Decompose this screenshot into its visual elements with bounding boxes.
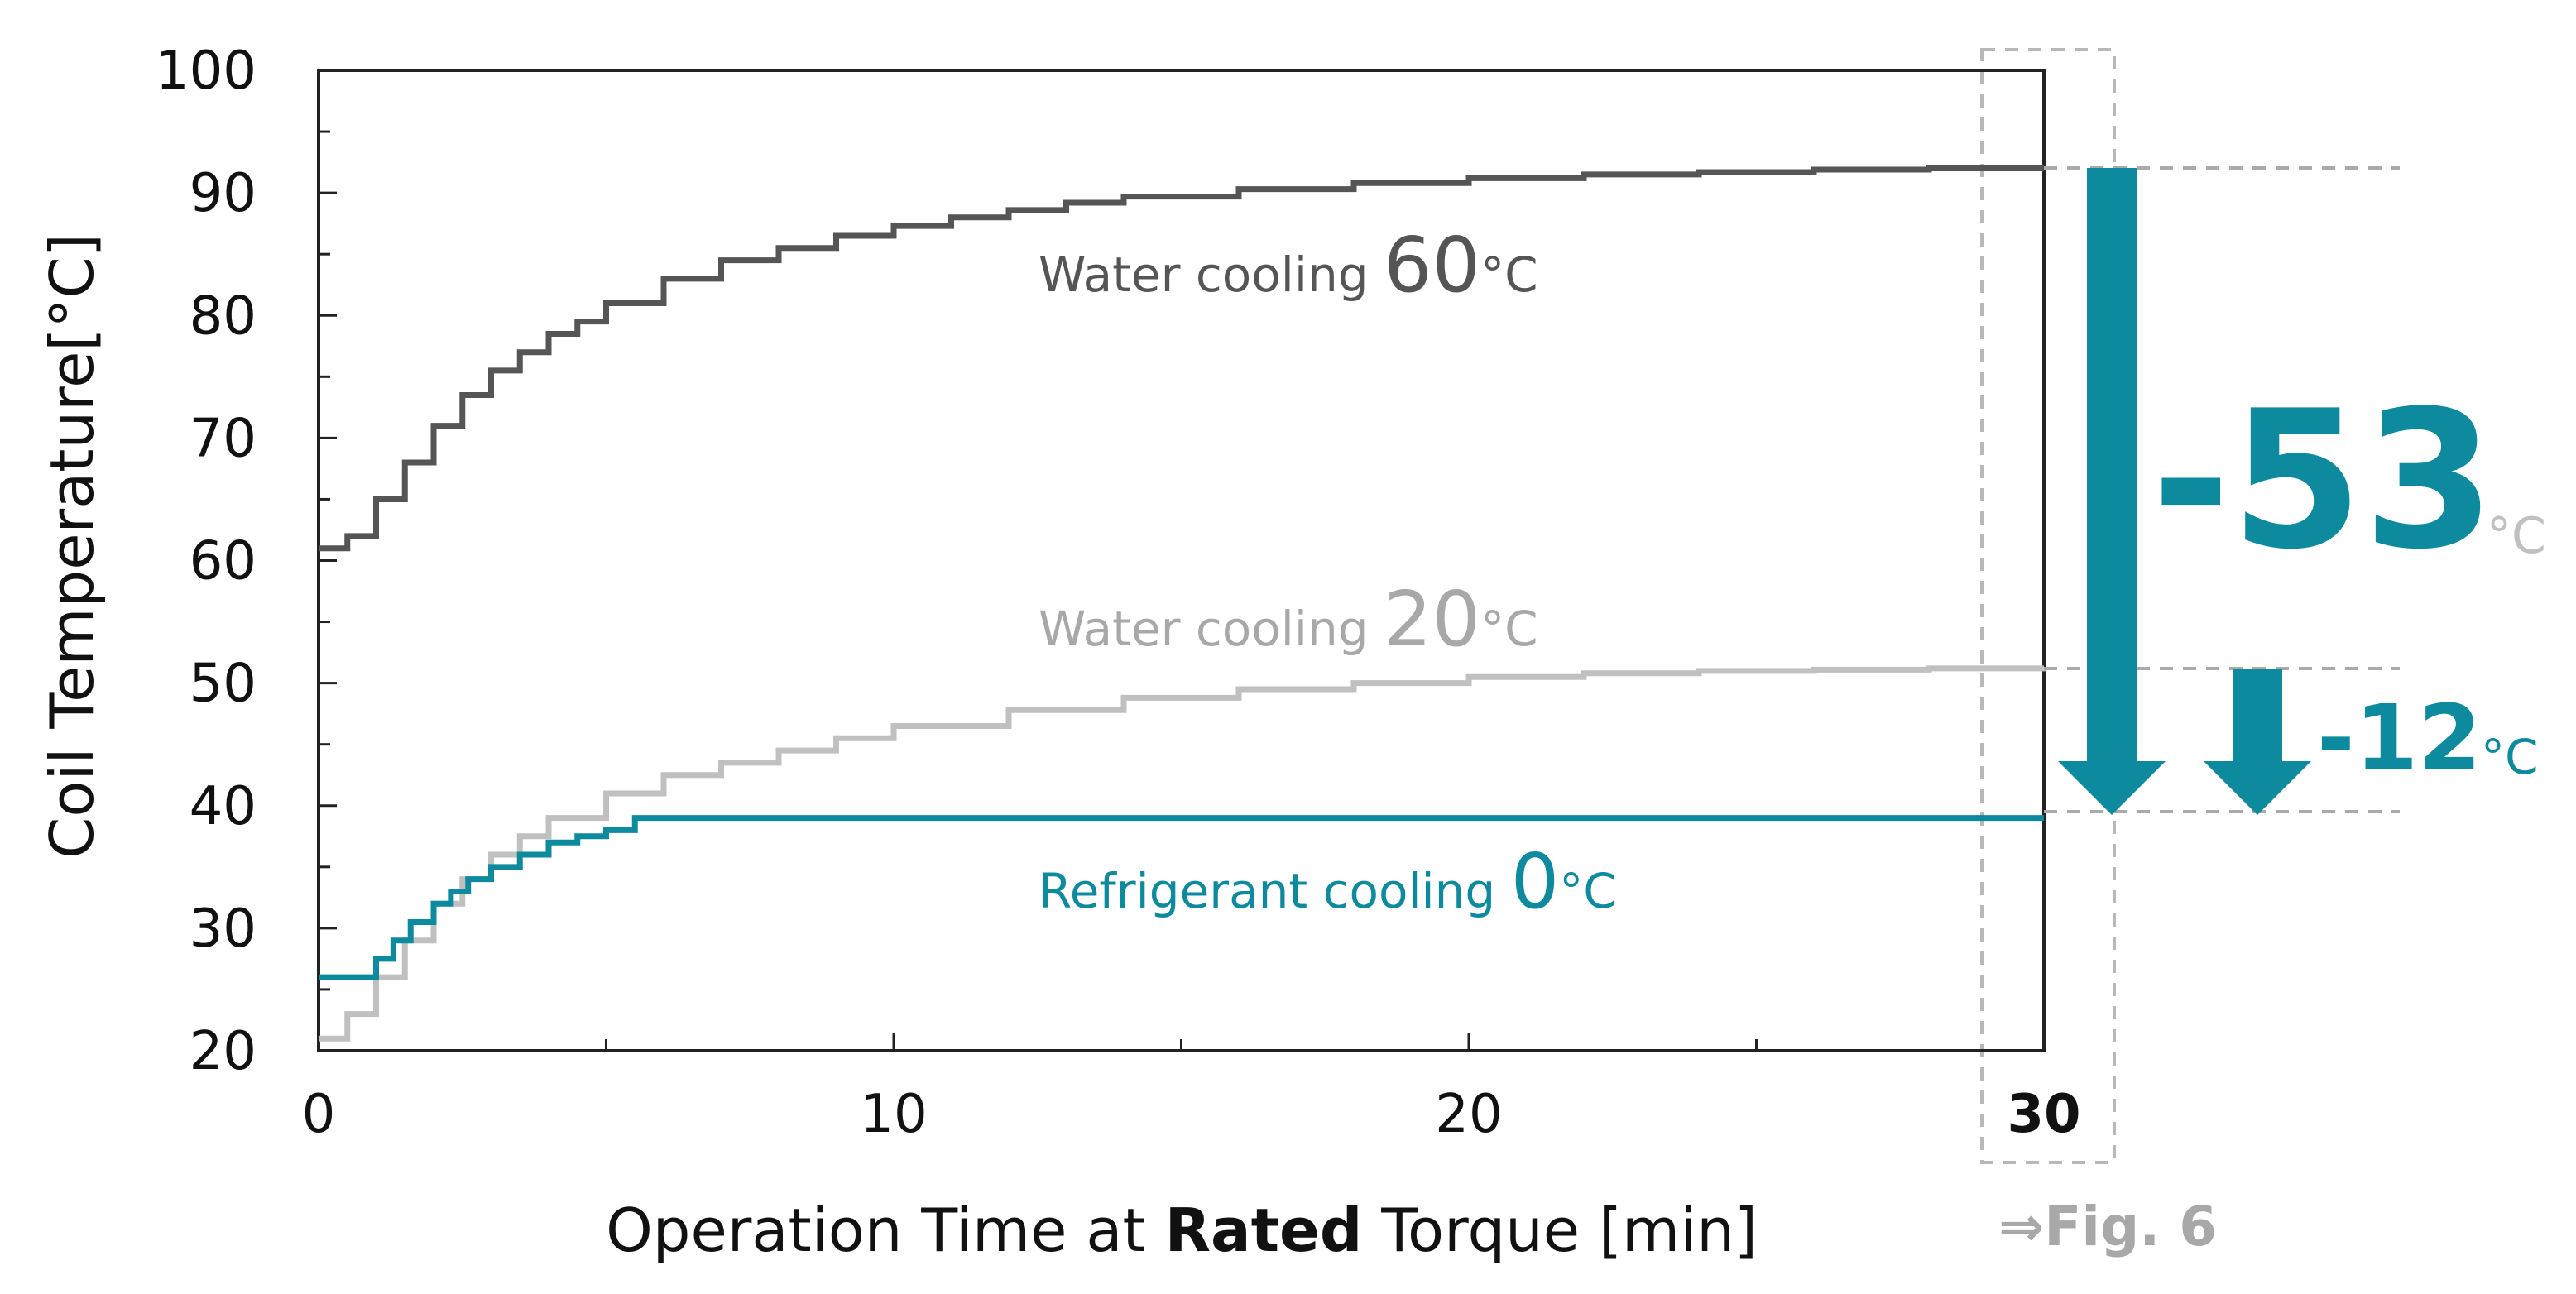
- y-tick-label: 100: [156, 41, 257, 102]
- y-tick-label: 30: [189, 899, 257, 960]
- y-tick-label: 80: [189, 285, 257, 347]
- y-tick-label: 70: [189, 408, 257, 469]
- y-axis-title: Coil Temperature[°C]: [37, 233, 107, 859]
- y-tick-label: 20: [189, 1021, 257, 1082]
- y-tick-label: 50: [189, 654, 257, 715]
- series-label-water-60: Water cooling 60°C: [1039, 221, 1538, 309]
- arrow-down-big-icon: [2058, 168, 2166, 815]
- y-tick-label: 90: [189, 163, 257, 224]
- delta-53-label: -53: [2151, 371, 2496, 592]
- fig-6-reference-link[interactable]: ⇒Fig. 6: [1998, 1195, 2217, 1258]
- y-tick-label: 60: [189, 531, 257, 592]
- x-tick-label: 0: [302, 1084, 336, 1145]
- y-tick-label: 40: [189, 776, 257, 837]
- x-tick-labels: 0 10 20 30: [302, 1084, 2081, 1145]
- x-minor-ticks: [317, 1033, 2046, 1051]
- series-lines: [319, 165, 2047, 1042]
- x-axis-title: Operation Time at Rated Torque [min]: [606, 1196, 1758, 1265]
- series-label-refrigerant-0: Refrigerant cooling 0°C: [1039, 837, 1617, 926]
- series-line-water-60: [319, 165, 2044, 552]
- arrow-down-small-icon: [2204, 669, 2311, 815]
- delta-12-label: -12: [2317, 685, 2482, 791]
- delta-53-unit: °C: [2487, 507, 2546, 565]
- highlight-30min-box: [1980, 48, 2116, 1164]
- series-line-refrigerant-0: [319, 815, 2044, 980]
- delta-12-unit: °C: [2481, 729, 2539, 785]
- y-minor-ticks: [319, 69, 337, 1052]
- x-tick-label: 10: [860, 1084, 927, 1145]
- y-tick-labels: 20 30 40 50 60 70 80 90 100: [156, 41, 257, 1082]
- x-tick-label: 20: [1435, 1084, 1502, 1145]
- series-label-water-20: Water cooling 20°C: [1039, 575, 1538, 664]
- x-tick-label: 30: [2007, 1084, 2080, 1145]
